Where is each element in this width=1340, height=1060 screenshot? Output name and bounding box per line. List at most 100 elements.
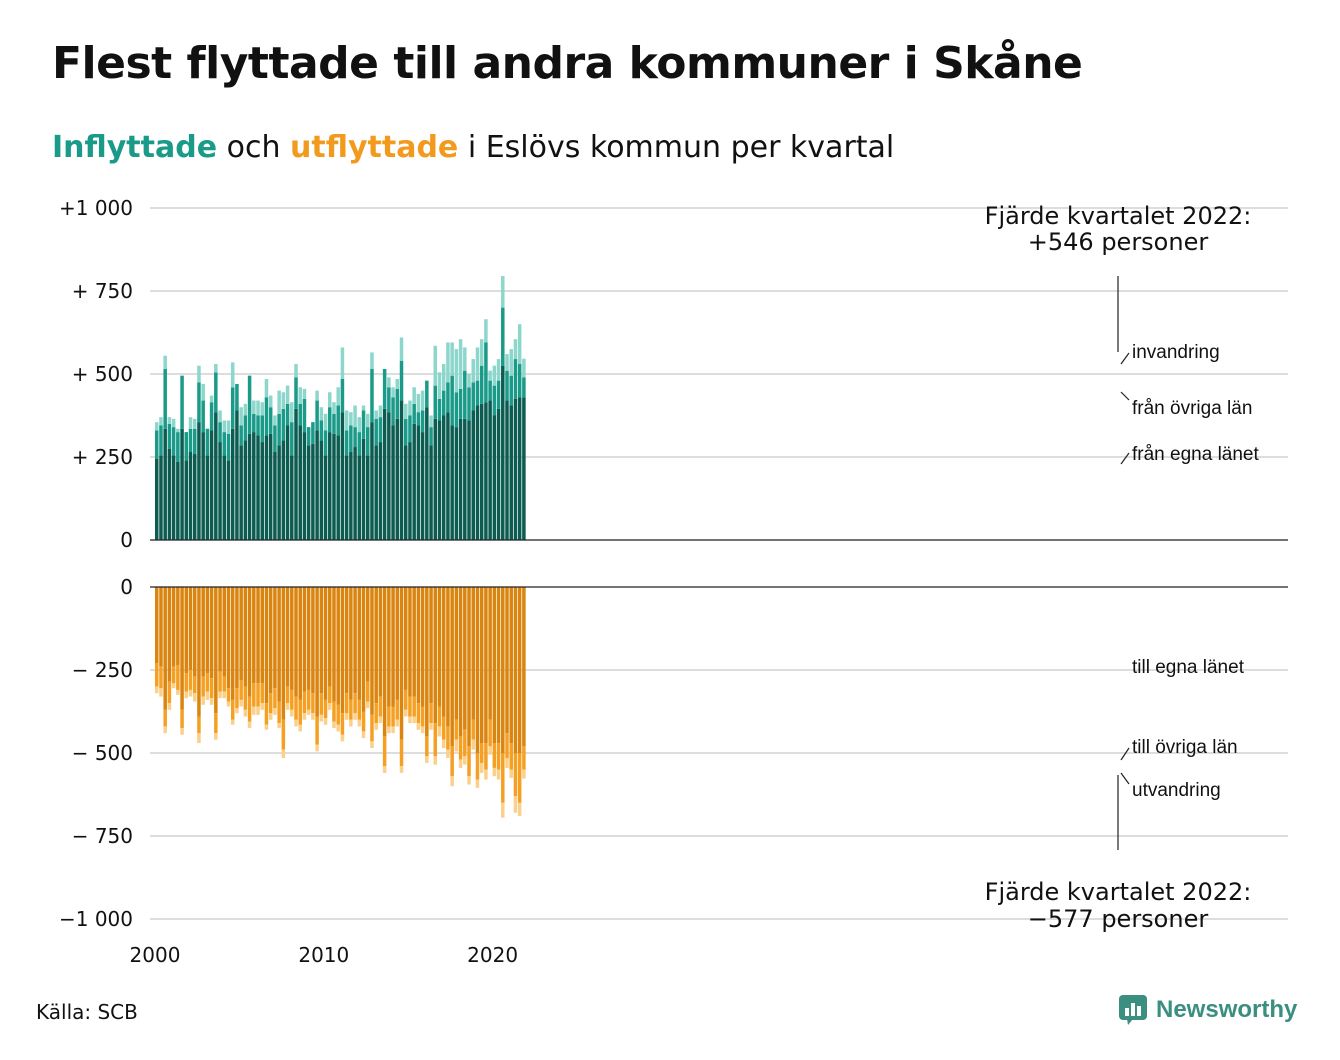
bar-outflow-other-counties bbox=[159, 666, 163, 689]
bar-inflow-own-county bbox=[467, 420, 471, 540]
bar-outflow-emigration bbox=[235, 708, 239, 714]
bar-inflow-other-counties bbox=[214, 372, 218, 413]
bar-outflow-emigration bbox=[188, 689, 193, 697]
bar-outflow-other-counties bbox=[429, 703, 433, 724]
bar-outflow-emigration bbox=[509, 769, 513, 778]
bar-inflow-other-counties bbox=[471, 382, 475, 411]
bar-outflow-own-county bbox=[517, 587, 522, 753]
newsworthy-brand-name: Newsworthy bbox=[1156, 996, 1298, 1023]
bar-outflow-other-counties bbox=[484, 743, 488, 770]
bar-outflow-emigration bbox=[446, 749, 450, 758]
annotation-inflow-line1: Fjärde kvartalet 2022: bbox=[985, 202, 1252, 230]
newsworthy-logo: Newsworthy bbox=[1118, 994, 1297, 1026]
bar-inflow-immigration bbox=[370, 352, 374, 370]
bar-inflow-other-counties bbox=[374, 418, 378, 446]
bar-outflow-other-counties bbox=[298, 699, 302, 725]
bar-outflow-emigration bbox=[290, 709, 294, 717]
bar-outflow-emigration bbox=[323, 718, 328, 725]
bar-outflow-other-counties bbox=[273, 688, 277, 709]
bar-inflow-immigration bbox=[517, 324, 522, 365]
bar-outflow-own-county bbox=[180, 587, 184, 710]
bar-inflow-other-counties bbox=[277, 413, 281, 446]
bar-inflow-own-county bbox=[517, 397, 522, 540]
bar-outflow-other-counties bbox=[492, 743, 497, 768]
bar-outflow-own-county bbox=[315, 587, 319, 717]
bar-outflow-own-county bbox=[509, 587, 513, 744]
bar-inflow-immigration bbox=[323, 413, 328, 431]
bar-inflow-immigration bbox=[209, 395, 214, 403]
bar-inflow-own-county bbox=[306, 445, 311, 540]
bar-outflow-emigration bbox=[184, 691, 189, 699]
bar-inflow-own-county bbox=[522, 397, 526, 540]
bar-inflow-immigration bbox=[479, 339, 484, 366]
bar-inflow-other-counties bbox=[260, 415, 264, 443]
bar-outflow-other-counties bbox=[226, 688, 231, 702]
bar-inflow-other-counties bbox=[408, 415, 412, 443]
bar-inflow-own-county bbox=[247, 433, 252, 540]
bar-inflow-other-counties bbox=[496, 380, 501, 409]
bar-inflow-own-county bbox=[399, 400, 404, 540]
bar-outflow-emigration bbox=[412, 716, 416, 724]
bar-outflow-other-counties bbox=[366, 681, 370, 702]
bar-inflow-own-county bbox=[475, 405, 480, 540]
bar-inflow-other-counties bbox=[416, 412, 421, 426]
bar-outflow-emigration bbox=[243, 709, 248, 717]
bar-inflow-own-county bbox=[302, 432, 307, 540]
bar-outflow-emigration bbox=[222, 691, 227, 699]
bar-inflow-own-county bbox=[433, 418, 438, 540]
bar-inflow-own-county bbox=[412, 423, 416, 540]
bar-inflow-immigration bbox=[420, 390, 425, 411]
bar-outflow-own-county bbox=[306, 587, 311, 690]
bar-inflow-own-county bbox=[239, 445, 243, 540]
bar-outflow-other-counties bbox=[243, 686, 248, 710]
bar-inflow-immigration bbox=[378, 405, 383, 418]
bar-outflow-emigration bbox=[332, 721, 336, 729]
bar-outflow-own-county bbox=[268, 587, 273, 694]
bar-inflow-other-counties bbox=[450, 375, 454, 426]
bar-outflow-own-county bbox=[458, 587, 463, 737]
bar-inflow-other-counties bbox=[252, 413, 256, 433]
bar-inflow-other-counties bbox=[159, 425, 163, 456]
bar-inflow-immigration bbox=[155, 422, 159, 431]
bar-outflow-own-county bbox=[205, 587, 210, 674]
bar-outflow-emigration bbox=[408, 716, 412, 724]
bar-outflow-emigration bbox=[294, 719, 298, 727]
bar-inflow-own-county bbox=[446, 412, 450, 540]
bar-inflow-own-county bbox=[349, 452, 353, 540]
bar-inflow-other-counties bbox=[319, 420, 324, 441]
bar-outflow-own-county bbox=[155, 587, 159, 664]
bar-outflow-other-counties bbox=[239, 679, 243, 700]
bar-outflow-other-counties bbox=[496, 743, 501, 770]
bar-inflow-other-counties bbox=[218, 422, 222, 443]
bar-outflow-emigration bbox=[306, 709, 311, 715]
bar-inflow-own-county bbox=[214, 412, 218, 540]
bar-inflow-own-county bbox=[167, 448, 172, 540]
bar-outflow-own-county bbox=[420, 587, 425, 707]
bar-outflow-own-county bbox=[505, 587, 509, 734]
bar-inflow-own-county bbox=[281, 440, 286, 540]
bar-outflow-emigration bbox=[252, 706, 256, 715]
bar-outflow-emigration bbox=[437, 726, 442, 737]
bar-outflow-other-counties bbox=[235, 688, 239, 709]
bar-outflow-emigration bbox=[458, 759, 463, 768]
bar-outflow-other-counties bbox=[391, 706, 395, 727]
bar-inflow-other-counties bbox=[167, 423, 172, 449]
bar-outflow-emigration bbox=[214, 733, 218, 740]
bar-outflow-other-counties bbox=[505, 733, 509, 758]
bar-outflow-emigration bbox=[357, 719, 362, 727]
bar-inflow-immigration bbox=[366, 413, 370, 428]
bar-outflow-own-county bbox=[513, 587, 518, 753]
bar-outflow-emigration bbox=[256, 706, 260, 715]
bar-outflow-other-counties bbox=[454, 719, 459, 740]
bar-inflow-immigration bbox=[412, 387, 416, 404]
bar-outflow-other-counties bbox=[294, 696, 298, 720]
bar-inflow-other-counties bbox=[492, 385, 497, 416]
bar-outflow-own-county bbox=[425, 587, 429, 737]
bar-inflow-own-county bbox=[429, 445, 433, 540]
bar-outflow-own-county bbox=[256, 587, 260, 684]
bar-outflow-emigration bbox=[382, 766, 387, 773]
bar-outflow-other-counties bbox=[395, 699, 400, 720]
bar-outflow-own-county bbox=[382, 587, 387, 737]
bar-inflow-own-county bbox=[458, 418, 463, 540]
bar-inflow-other-counties bbox=[306, 427, 311, 446]
